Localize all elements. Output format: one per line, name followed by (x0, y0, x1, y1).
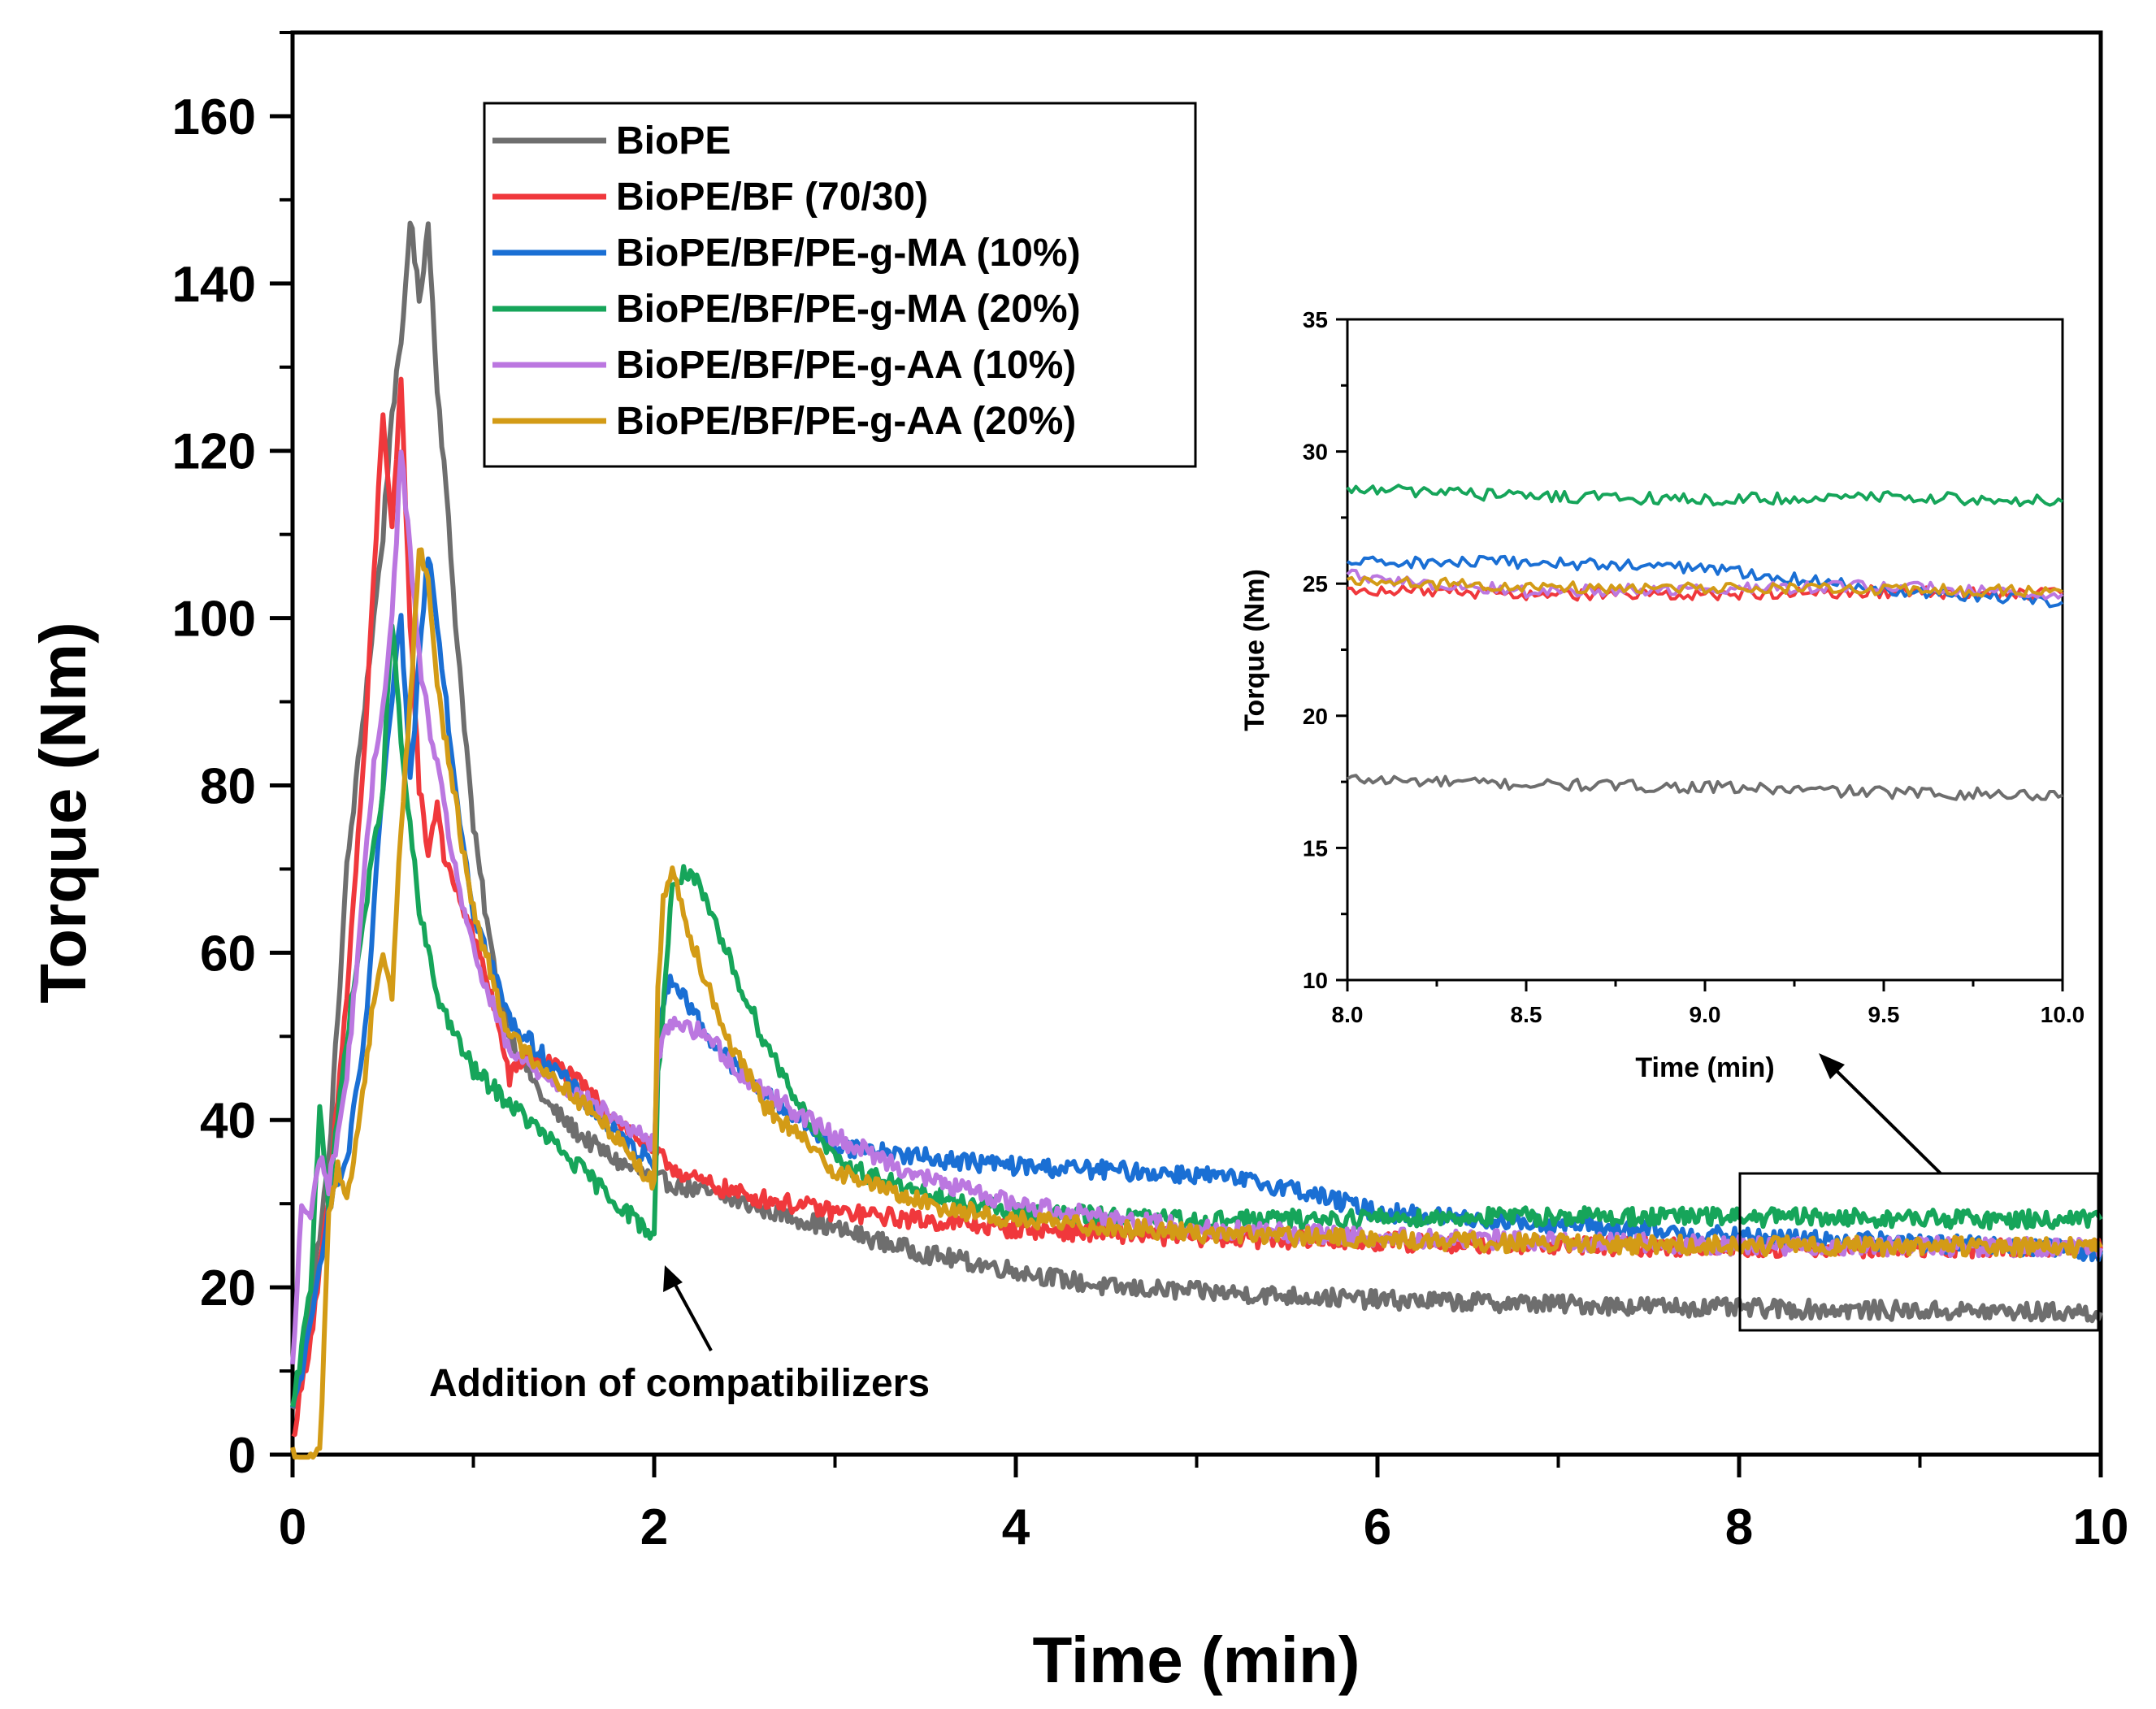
main-y-tick-label: 60 (200, 926, 256, 982)
main-y-tick-label: 120 (172, 424, 256, 480)
zoom-region-box (1738, 1172, 2100, 1332)
inset-series-line (1346, 484, 2064, 508)
main-x-axis-label: Time (min) (1032, 1624, 1360, 1696)
legend: BioPE BioPE/BF (70/30) BioPE/BF/PE-g-MA (1… (492, 119, 1081, 443)
inset-x-tick-label: 8.5 (1511, 1002, 1542, 1027)
inset-series-line (1347, 575, 2063, 598)
main-series-group (290, 220, 2103, 1460)
main-x-tick-label: 4 (1002, 1499, 1030, 1555)
inset-x-tick-label: 9.5 (1868, 1002, 1900, 1027)
annotation-arrow (663, 1265, 713, 1351)
main-x-tick-label: 0 (279, 1499, 306, 1555)
inset-series-group (1346, 484, 2064, 802)
inset-y-tick-label: 20 (1303, 704, 1328, 729)
inset-x-tick-label: 9.0 (1690, 1002, 1721, 1027)
main-series-line (290, 220, 2103, 1411)
main-series-line (290, 623, 2103, 1408)
inset-y-tick-label: 30 (1303, 440, 1328, 465)
legend-label: BioPE/BF/PE-g-MA (20%) (616, 288, 1081, 331)
main-y-tick-label: 20 (200, 1260, 256, 1316)
zoom-arrow (1819, 1053, 1942, 1175)
main-x-tick-label: 10 (2073, 1499, 2129, 1555)
inset-y-tick-label: 10 (1303, 968, 1328, 993)
main-y-tick-label: 80 (200, 758, 256, 814)
main-y-tick-label: 0 (228, 1428, 256, 1484)
main-x-tick-label: 8 (1725, 1499, 1753, 1555)
inset-axis-ticks: 8.0 8.5 9.0 9.5 10.0 10 15 20 25 30 35 (1303, 307, 2084, 1027)
annotation-label: Addition of compatibilizers (429, 1362, 930, 1405)
inset-plot-frame (1346, 318, 2064, 982)
main-y-tick-label: 140 (172, 257, 256, 313)
legend-label: BioPE/BF/PE-g-MA (10%) (616, 232, 1081, 275)
main-x-tick-label: 2 (640, 1499, 668, 1555)
main-y-tick-label: 100 (172, 592, 256, 648)
main-y-tick-label: 40 (200, 1093, 256, 1149)
main-y-tick-label: 160 (172, 89, 256, 145)
legend-label: BioPE/BF (70/30) (616, 176, 928, 219)
inset-y-tick-label: 35 (1303, 307, 1328, 332)
inset-y-tick-label: 15 (1303, 835, 1328, 861)
legend-label: BioPE/BF/PE-g-AA (20%) (616, 400, 1076, 443)
legend-label: BioPE/BF/PE-g-AA (10%) (616, 344, 1076, 387)
inset-x-tick-label: 8.0 (1332, 1002, 1364, 1027)
inset-x-tick-label: 10.0 (2041, 1002, 2085, 1027)
main-y-axis-label: Torque (Nm) (27, 622, 99, 1004)
inset-y-tick-label: 25 (1303, 571, 1328, 596)
main-x-tick-label: 6 (1364, 1499, 1391, 1555)
legend-label: BioPE (616, 119, 731, 163)
inset-series-line (1347, 774, 2063, 802)
inset-x-axis-label: Time (min) (1635, 1052, 1774, 1083)
legend-box (483, 102, 1197, 468)
main-series-line (290, 547, 2103, 1460)
inset-y-axis-label: Torque (Nm) (1239, 569, 1270, 731)
